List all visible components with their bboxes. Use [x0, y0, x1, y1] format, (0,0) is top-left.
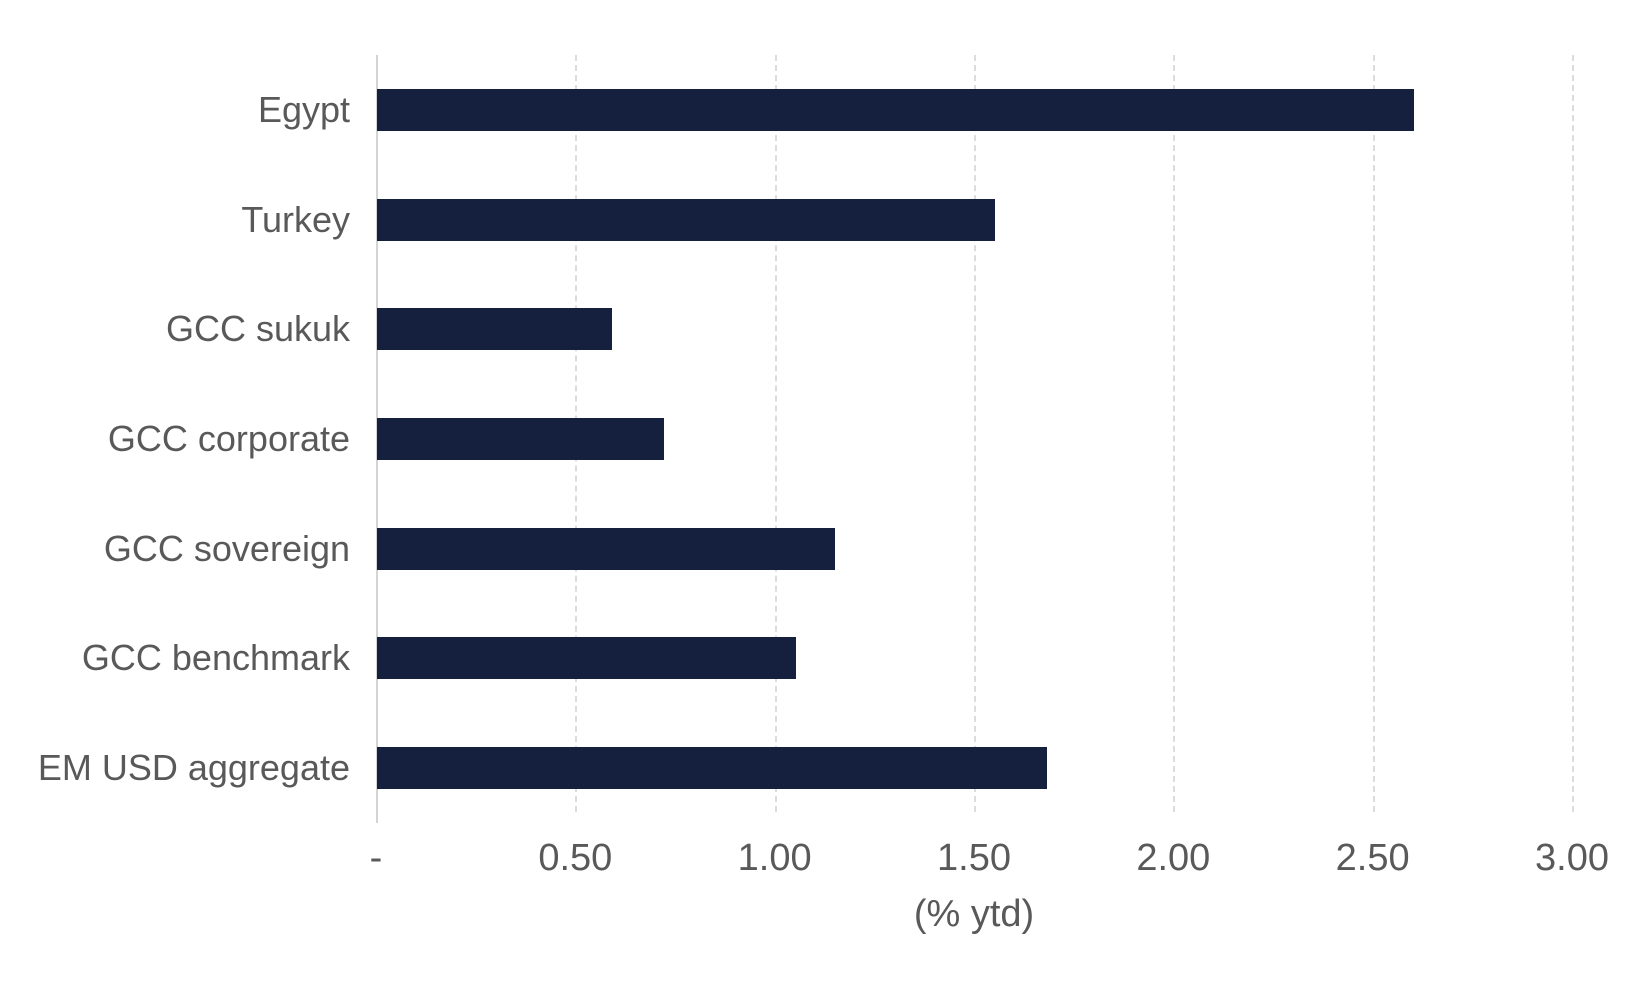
x-tick-label: 3.00	[1535, 837, 1609, 879]
gridline	[1572, 55, 1574, 812]
category-label: GCC corporate	[107, 418, 350, 459]
x-tick-label: 2.00	[1136, 837, 1211, 879]
x-tick-label: 2.50	[1335, 837, 1410, 879]
x-tick-label: -	[369, 837, 383, 879]
bar	[377, 747, 1047, 790]
gridline	[974, 55, 976, 812]
x-tick-label: 1.50	[937, 837, 1011, 879]
gridline	[774, 55, 777, 812]
x-tick-label: 0.50	[538, 837, 613, 879]
gridline	[1173, 55, 1176, 812]
bar	[377, 308, 613, 351]
gridline	[1372, 55, 1375, 812]
category-label: Turkey	[241, 198, 350, 240]
x-axis-title: (% ytd)	[913, 893, 1035, 935]
category-label: EM USD aggregate	[37, 747, 350, 789]
x-tick-label: 1.00	[737, 837, 812, 879]
bar	[377, 637, 796, 680]
category-label: GCC sukuk	[165, 308, 350, 350]
bar	[377, 527, 836, 570]
category-label: Egypt	[257, 88, 350, 130]
category-label: GCC sovereign	[103, 527, 350, 569]
bar	[377, 418, 665, 460]
category-label: GCC benchmark	[81, 637, 350, 679]
bar	[377, 198, 995, 241]
bar	[377, 88, 1414, 131]
